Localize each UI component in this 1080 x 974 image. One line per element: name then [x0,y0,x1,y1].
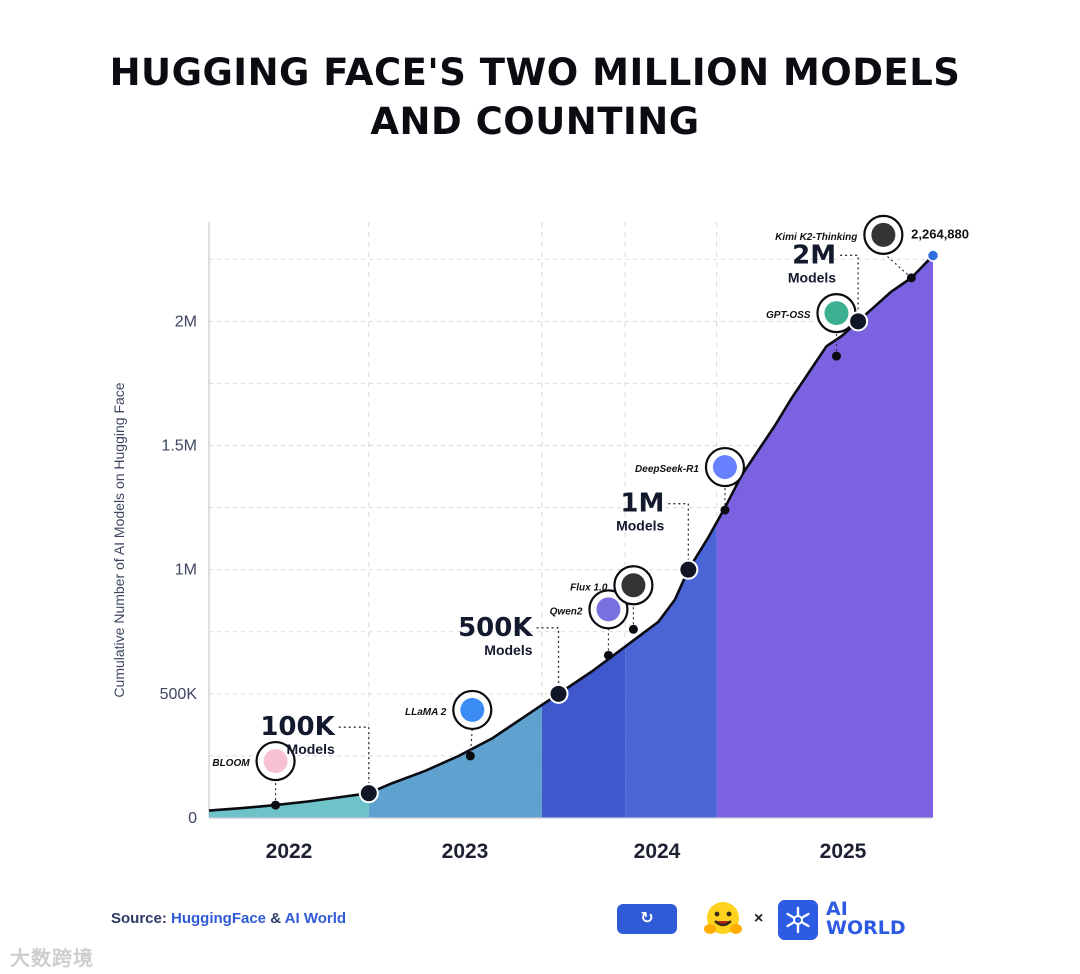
area-band [541,646,626,818]
source-link-huggingface[interactable]: HuggingFace [171,910,267,927]
release-dot [603,650,613,660]
area-band [368,705,542,818]
latest-value-label: 2,264,880 [911,227,969,242]
milestone-dot [548,683,569,704]
kimi-icon-fill [871,222,896,247]
milestone-value: 100K [260,712,335,742]
milestone-dot [358,783,379,804]
bloom-icon-fill [263,749,288,774]
title-line-1: HUGGING FACE'S TWO MILLION MODELS [109,51,961,94]
area-band [716,255,933,818]
release-label: Kimi K2-Thinking [775,232,857,243]
milestone-dot [848,311,869,332]
source-ampersand: & [266,910,285,927]
y-tick-label: 1M [175,562,197,579]
refresh-button[interactable]: ↻ [617,904,677,934]
milestone-leader [668,503,689,560]
x-year-label: 2023 [442,840,489,863]
y-tick-label: 0 [188,810,197,827]
release-dot [906,273,916,283]
watermark: 大数跨境 [10,948,94,970]
release-label: DeepSeek-R1 [635,464,699,475]
release-dot [720,505,730,515]
release-label: LLaMA 2 [405,707,447,718]
release-label: BLOOM [212,758,250,769]
page-title: HUGGING FACE'S TWO MILLION MODELS AND CO… [0,48,1070,146]
milestone-unit: Models [287,741,335,757]
release-label: Flux 1.0 [570,582,608,593]
y-tick-label: 1.5M [161,438,197,455]
refresh-icon: ↻ [640,910,654,927]
qwen-icon-fill [596,597,621,622]
y-axis-label: Cumulative Number of AI Models on Huggin… [111,382,127,697]
source-prefix: Source: [111,910,172,927]
release-label: Qwen2 [550,606,583,617]
ai-world-wordmark: AI WORLD [826,900,906,938]
x-year-label: 2024 [634,840,681,863]
flux-icon-fill [621,573,646,598]
milestone-value: 2M [792,240,836,270]
openai-icon-fill [824,301,849,326]
release-dot [831,351,841,361]
release-dot [628,624,638,634]
release-label: GPT-OSS [766,310,811,321]
y-tick-label: 500K [160,686,198,703]
milestone-dot [678,559,699,580]
ai-world-logo-icon [778,900,818,940]
milestone-leader [840,254,859,312]
release-leader [882,252,912,279]
release-dot [271,800,281,810]
deepseek-icon-fill [712,455,737,480]
collab-times-sign: × [754,910,764,927]
x-year-label: 2022 [266,840,313,863]
milestone-unit: Models [616,518,664,534]
ai-world-line-2: WORLD [826,917,906,939]
ai-world-line-1: AI [826,898,848,920]
title-line-2: AND COUNTING [370,100,700,143]
release-dot [465,751,475,761]
source-note: Source: HuggingFace & AI World [111,910,346,927]
hugging-face-logo-icon [704,902,742,934]
milestone-value: 500K [458,613,533,643]
milestone-unit: Models [788,269,836,285]
milestone-value: 1M [620,489,664,519]
milestone-leader [536,627,560,684]
milestone-unit: Models [484,642,532,658]
meta-icon-fill [460,697,485,722]
latest-value-dot [926,249,940,262]
y-tick-label: 2M [175,313,197,330]
models-growth-chart: 0 500K 1M 1.5M 2M Cumulative Number of AI Mod… [111,214,969,863]
release-markers: BLOOM LLaMA 2 Qwen2 Flux 1.0 DeepSeek-R1 GPT-… [212,214,916,810]
area-band [625,522,717,818]
milestone-leader [338,726,370,784]
x-year-label: 2025 [820,840,867,863]
source-link-aiworld[interactable]: AI World [284,910,347,927]
